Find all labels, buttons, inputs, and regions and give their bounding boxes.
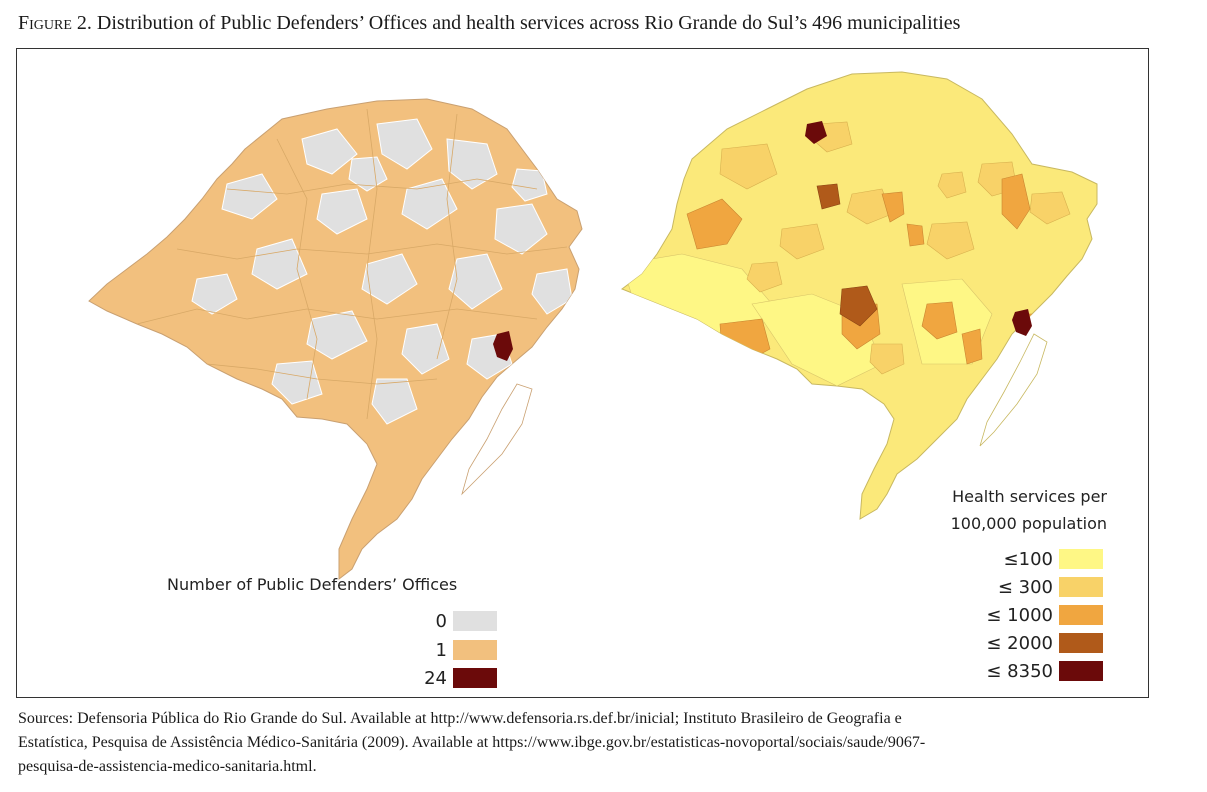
map-public-defenders [88, 98, 583, 580]
legend-row-le1000: ≤ 1000 [937, 603, 1103, 627]
legend-row-le2000: ≤ 2000 [937, 631, 1103, 655]
legend-label: ≤ 1000 [986, 604, 1053, 626]
sources-line-1: Sources: Defensoria Pública do Rio Grand… [18, 710, 902, 727]
capital-highlight-left [493, 331, 513, 361]
legend-label: ≤ 300 [997, 576, 1053, 598]
legend-label: ≤ 8350 [986, 660, 1053, 682]
map-health-services [621, 71, 1098, 520]
figure-caption: Figure 2. Distribution of Public Defende… [18, 12, 960, 35]
figure-label: Figure 2. [18, 12, 92, 34]
figure-frame: Number of Public Defenders’ Offices 0 1 … [16, 48, 1149, 698]
legend-swatch [453, 640, 497, 660]
lagoon-right [979, 333, 1048, 447]
legend-row-le8350: ≤ 8350 [937, 659, 1103, 683]
legend-title-public-defenders: Number of Public Defenders’ Offices [167, 575, 458, 594]
sources-note: Sources: Defensoria Pública do Rio Grand… [18, 707, 1198, 779]
legend-swatch [1059, 577, 1103, 597]
legend-swatch [453, 611, 497, 631]
legend-label: ≤100 [1003, 548, 1053, 570]
legend-row-le300: ≤ 300 [937, 575, 1103, 599]
legend-label: 0 [435, 610, 447, 632]
lagoon-left [461, 383, 533, 496]
municipality-borders-left [136, 108, 568, 420]
legend-swatch [1059, 549, 1103, 569]
legend-title-health-services: Health services per 100,000 population [897, 483, 1107, 537]
legend-row-le100: ≤100 [937, 547, 1103, 571]
legend-label: 24 [424, 667, 447, 689]
legend-row-twentyfour: 24 [367, 666, 497, 690]
north-highlight-right [805, 121, 827, 144]
municipality-regions-right [622, 121, 1071, 387]
legend-label: ≤ 2000 [986, 632, 1053, 654]
legend-row-zero: 0 [367, 609, 497, 633]
legend-swatch [453, 668, 497, 688]
legend-swatch [1059, 605, 1103, 625]
sources-line-2: Estatística, Pesquisa de Assistência Méd… [18, 734, 926, 751]
legend-title-line2: 100,000 population [950, 514, 1107, 533]
legend-swatch [1059, 661, 1103, 681]
legend-label: 1 [435, 639, 447, 661]
very-high-health-regions [816, 183, 878, 327]
legend-title-line1: Health services per [952, 487, 1107, 506]
medium-health-regions [719, 121, 1071, 375]
legend-row-one: 1 [367, 638, 497, 662]
no-office-regions [191, 118, 573, 425]
sources-line-3: pesquisa-de-assistencia-medico-sanitaria… [18, 758, 317, 775]
figure-title: Distribution of Public Defenders’ Office… [91, 12, 961, 34]
capital-highlight-right [1012, 309, 1032, 336]
municipality-regions-left [136, 108, 573, 425]
legend-swatch [1059, 633, 1103, 653]
